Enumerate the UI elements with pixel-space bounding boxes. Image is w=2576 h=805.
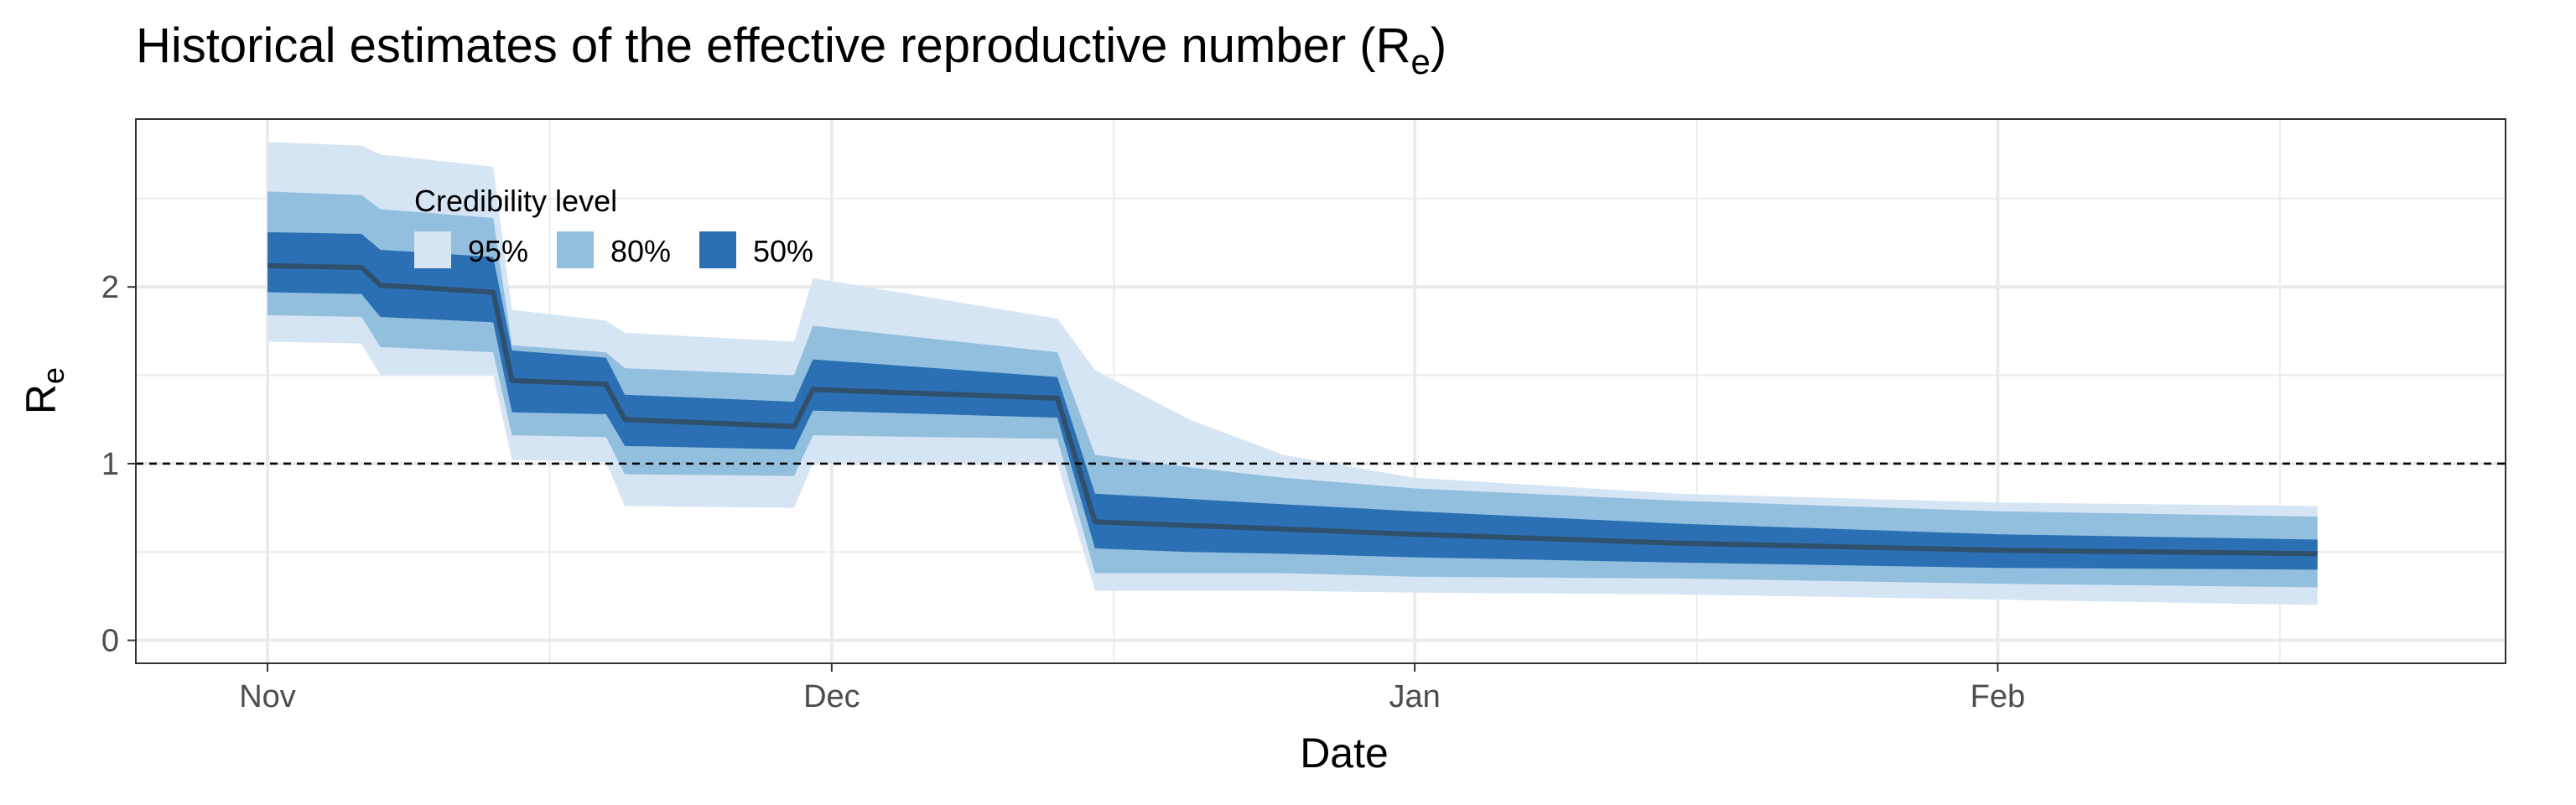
x-tick-label: Jan (1389, 679, 1441, 714)
x-tick-label: Nov (239, 679, 296, 714)
x-tick-label: Feb (1971, 679, 2025, 714)
y-tick-label: 2 (101, 270, 119, 305)
legend-label-95: 95% (468, 234, 528, 268)
chart-title-suffix: ) (1431, 18, 1446, 73)
median-line (267, 262, 2318, 557)
credibility-band-50 (267, 231, 2318, 570)
legend-swatch-95 (414, 231, 451, 268)
plot-panel-border (135, 118, 2506, 664)
y-tick-label: 1 (101, 447, 119, 482)
legend-swatch-50 (699, 231, 736, 268)
x-tick-label: Dec (803, 679, 860, 714)
band-95 (267, 142, 2318, 605)
y-axis-title: Re (18, 367, 70, 414)
chart-title-main: Historical estimates of the effective re… (136, 18, 1410, 73)
legend-title: Credibility level (414, 184, 617, 218)
legend: Credibility level 95% 80% 50% (414, 184, 813, 268)
band-50 (267, 231, 2318, 570)
y-axis-title-main: R (18, 384, 65, 414)
y-tick-label: 0 (101, 624, 119, 659)
chart-title-subscript: e (1410, 42, 1430, 81)
x-axis: Nov Dec Jan Feb (239, 663, 2025, 714)
y-axis-title-subscript: e (36, 367, 70, 384)
x-axis-title: Date (1300, 730, 1389, 776)
legend-label-80: 80% (610, 234, 671, 268)
chart-title: Historical estimates of the effective re… (136, 18, 1446, 81)
y-axis: 0 1 2 (101, 270, 136, 659)
median-line-group (267, 262, 2318, 557)
legend-swatch-80 (557, 231, 594, 268)
legend-label-50: 50% (753, 234, 813, 268)
credibility-band-95 (267, 142, 2318, 605)
